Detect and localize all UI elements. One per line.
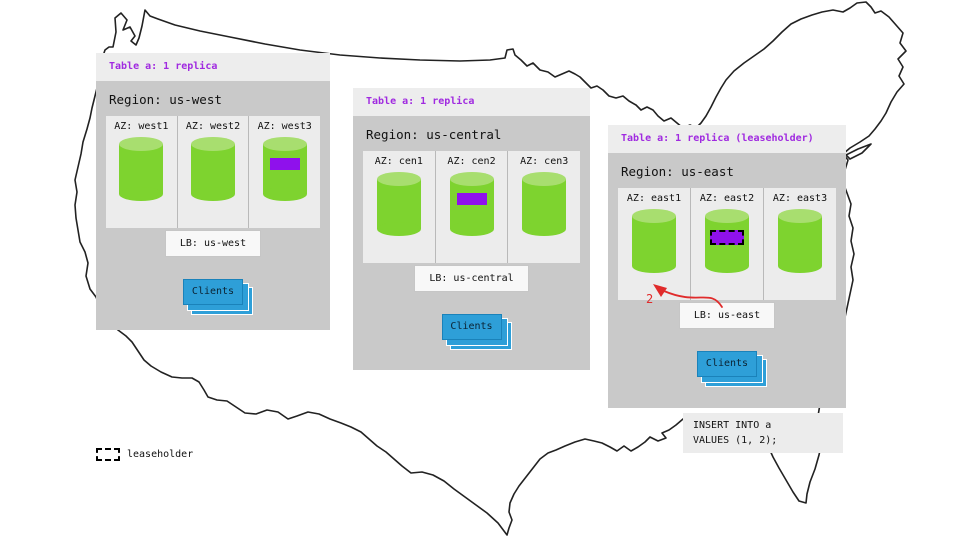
load-balancer-us-central: LB: us-central xyxy=(414,265,529,292)
region-label: Region: us-west xyxy=(109,92,222,107)
az-label: AZ: west1 xyxy=(114,121,169,132)
load-balancer-us-west: LB: us-west xyxy=(164,230,262,257)
replica-badge xyxy=(269,158,300,170)
az-east1: AZ: east1 xyxy=(618,188,690,300)
az-label: AZ: cen2 xyxy=(447,156,496,167)
clients-button: Clients xyxy=(697,351,757,377)
database-cylinder-icon xyxy=(376,172,421,236)
long-island-path xyxy=(845,143,872,160)
az-label: AZ: east1 xyxy=(626,193,682,204)
database-cylinder-icon xyxy=(778,209,822,273)
clients-stack-us-east: Clients xyxy=(697,351,767,387)
region-body-us-central: Region: us-central AZ: cen1 AZ: cen2 xyxy=(353,116,590,370)
database-cylinder-icon xyxy=(522,172,567,236)
sql-line: VALUES (1, 2); xyxy=(693,435,778,446)
sql-statement-box: INSERT INTO a VALUES (1, 2); xyxy=(683,413,843,453)
az-label: AZ: cen1 xyxy=(374,156,423,167)
clients-button: Clients xyxy=(441,314,502,340)
clients-stack-us-central: Clients xyxy=(441,314,512,350)
az-cen3: AZ: cen3 xyxy=(507,151,580,263)
legend-label: leaseholder xyxy=(127,449,194,460)
leaseholder-legend: leaseholder xyxy=(96,448,193,461)
az-cen2: AZ: cen2 xyxy=(434,151,508,263)
az-label: AZ: east2 xyxy=(699,193,755,204)
az-row-us-west: AZ: west1 AZ: west2 AZ: west3 xyxy=(106,116,320,228)
az-east3: AZ: east3 xyxy=(763,188,836,300)
az-label: AZ: west3 xyxy=(257,121,312,132)
region-panel-us-west: Table a: 1 replica Region: us-west AZ: w… xyxy=(96,53,330,330)
region-label: Region: us-central xyxy=(366,127,502,142)
az-row-us-east: AZ: east1 AZ: east2 AZ: east3 xyxy=(618,188,836,300)
az-label: AZ: cen3 xyxy=(520,156,569,167)
replica-badge xyxy=(456,193,487,205)
table-replica-title: Table a: 1 replica xyxy=(353,88,590,116)
az-label: AZ: west2 xyxy=(185,121,241,132)
clients-button: Clients xyxy=(183,279,243,305)
region-label: Region: us-east xyxy=(621,164,734,179)
region-panel-us-east: Table a: 1 replica (leaseholder) Region:… xyxy=(608,125,846,408)
az-east2: AZ: east2 xyxy=(690,188,763,300)
az-west3: AZ: west3 xyxy=(248,116,320,228)
leaseholder-badge xyxy=(710,230,744,245)
az-cen1: AZ: cen1 xyxy=(363,151,435,263)
clients-stack-us-west: Clients xyxy=(183,279,253,315)
sql-line: INSERT INTO a xyxy=(693,420,772,431)
region-panel-us-central: Table a: 1 replica Region: us-central AZ… xyxy=(353,88,590,370)
database-cylinder-icon xyxy=(632,209,676,273)
az-west1: AZ: west1 xyxy=(106,116,177,228)
table-replica-title: Table a: 1 replica xyxy=(96,53,330,81)
database-cylinder-icon xyxy=(191,137,235,201)
region-body-us-west: Region: us-west AZ: west1 AZ: west2 xyxy=(96,81,330,330)
az-label: AZ: east3 xyxy=(772,193,828,204)
az-west2: AZ: west2 xyxy=(176,116,249,228)
database-cylinder-icon xyxy=(119,137,164,201)
region-body-us-east: Region: us-east AZ: east1 AZ: east2 xyxy=(608,153,846,408)
load-balancer-us-east: LB: us-east xyxy=(678,302,776,329)
az-row-us-central: AZ: cen1 AZ: cen2 AZ: cen3 xyxy=(363,151,580,263)
leaseholder-swatch-icon xyxy=(96,448,120,461)
table-replica-title: Table a: 1 replica (leaseholder) xyxy=(608,125,846,153)
